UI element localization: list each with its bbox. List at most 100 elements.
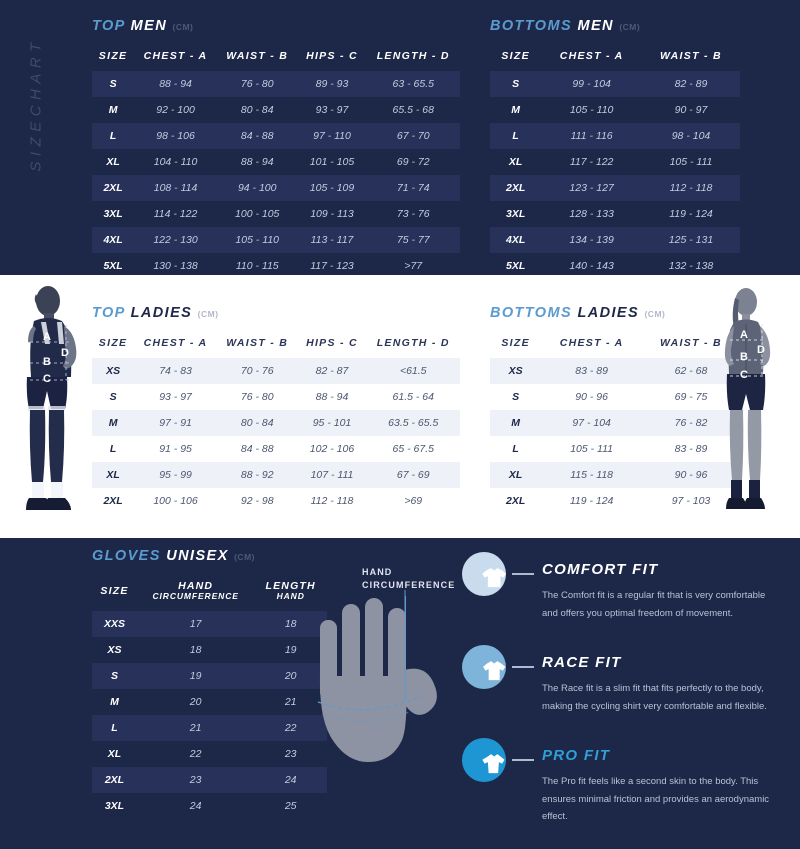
fit-name: COMFORT FIT <box>542 561 659 578</box>
size-cell: L <box>109 443 117 455</box>
measurement-cell: 97 - 110 <box>297 123 367 149</box>
measurement-cell: 25 <box>284 799 297 812</box>
measurement-cell: 102 - 106 <box>309 443 355 455</box>
table-row: XS 83 - 89 62 - 68 <box>490 358 740 384</box>
column-header: LENGTH - D <box>376 337 450 349</box>
svg-text:B: B <box>43 356 51 368</box>
male-model-figure: A B C D <box>8 280 116 538</box>
table-header-row: SIZE HAND CIRCUMFERENCE LENGTH HAND <box>92 574 327 611</box>
column-header: WAIST - B <box>226 50 289 62</box>
measurement-cell: 18 <box>254 610 327 637</box>
column-header: SIZE <box>501 50 530 62</box>
table-row: 2XL 119 - 124 97 - 103 <box>490 488 740 514</box>
measurement-cell: 119 - 124 <box>569 495 614 507</box>
measurement-cell: 125 - 131 <box>641 227 740 253</box>
table-title-gloves: GLOVES UNISEX (CM) <box>92 548 327 564</box>
table-block-top-men: TOP MEN (CM) SIZE CHEST - A WAIST - B HIPS -… <box>92 18 460 279</box>
table-row: XL 104 - 110 88 - 94 101 - 105 69 - 72 <box>92 149 460 175</box>
measurement-cell: 88 - 94 <box>240 156 274 168</box>
tshirt-icon <box>462 738 506 783</box>
measurement-cell: 61.5 - 64 <box>392 391 434 403</box>
measurement-cell: 82 - 87 <box>297 358 367 384</box>
measurement-cell: 95 - 99 <box>134 462 217 488</box>
table-title-bottoms-men: BOTTOMS MEN (CM) <box>490 18 740 34</box>
measurement-cell: 93 - 97 <box>159 391 192 403</box>
measurement-cell: 20 <box>189 695 202 708</box>
table-row: 5XL 140 - 143 132 - 138 <box>490 253 740 279</box>
table-title-secondary: MEN <box>125 18 173 34</box>
sizechart-vertical-label: SIZECHART <box>27 37 45 172</box>
table-row: S 99 - 104 82 - 89 <box>490 71 740 97</box>
measurement-cell: 76 - 80 <box>216 71 298 97</box>
size-cell: XL <box>106 156 120 168</box>
table-title-primary: GLOVES <box>92 548 161 564</box>
table-block-bottoms-ladies: BOTTOMS LADIES (CM) SIZE CHEST - A WAIST - … <box>490 305 740 514</box>
column-header: SIZE <box>92 574 137 611</box>
measurement-cell: 62 - 68 <box>641 358 740 384</box>
fit-row: PRO FIT The Pro fit feels like a second s… <box>462 738 782 826</box>
table-title-primary: TOP <box>92 305 126 321</box>
measurement-cell: 134 - 139 <box>541 227 642 253</box>
measurement-cell: 90 - 96 <box>575 391 608 403</box>
measurement-cell: 20 <box>254 662 327 689</box>
table-row: 2XL 100 - 106 92 - 98 112 - 118 >69 <box>92 488 460 514</box>
connector-dash <box>512 666 534 669</box>
svg-text:D: D <box>61 347 69 359</box>
size-cell: 5XL <box>505 260 526 272</box>
measurement-cell: 19 <box>136 662 255 689</box>
measurement-cell: 21 <box>284 695 297 708</box>
table-row: M 97 - 91 80 - 84 95 - 101 63.5 - 65.5 <box>92 410 460 436</box>
table-row: XXS 17 18 <box>92 610 327 637</box>
size-cell: 2XL <box>505 495 526 507</box>
svg-text:D: D <box>757 344 765 356</box>
column-header: CHEST - A <box>143 50 208 62</box>
fit-description: The Comfort fit is a regular fit that is… <box>542 590 766 619</box>
measurement-cell: 90 - 96 <box>641 462 740 488</box>
measurement-cell: 67 - 69 <box>366 462 460 488</box>
table-title-top-men: TOP MEN (CM) <box>92 18 460 34</box>
measurement-cell: 18 <box>189 643 202 656</box>
size-cell: 4XL <box>92 227 135 253</box>
column-header: SIZE <box>98 50 128 62</box>
size-cell: XS <box>490 358 542 384</box>
hand-label-line1: HAND <box>362 567 393 577</box>
measurement-cell: 65.5 - 68 <box>392 104 434 116</box>
tshirt-icon <box>462 552 506 596</box>
measurement-cell: 82 - 89 <box>641 71 740 97</box>
table-title-secondary: LADIES <box>125 305 198 321</box>
table-row: M 97 - 104 76 - 82 <box>490 410 740 436</box>
table-title-unit: (CM) <box>644 309 666 319</box>
column-header: HIPS - C <box>306 337 358 349</box>
size-cell: 3XL <box>103 208 123 220</box>
size-cell: 3XL <box>104 799 125 812</box>
table-row: 2XL 23 24 <box>92 766 327 793</box>
fit-description: The Race fit is a slim fit that fits per… <box>542 683 767 712</box>
measurement-cell: 76 - 82 <box>641 410 740 436</box>
measurement-cell: 65 - 67.5 <box>392 443 434 455</box>
measurement-cell: 88 - 94 <box>134 71 217 97</box>
table-row: S 90 - 96 69 - 75 <box>490 384 740 410</box>
column-header: SIZE <box>98 337 128 349</box>
measurement-cell: 112 - 118 <box>641 175 740 201</box>
measurement-cell: 70 - 76 <box>216 358 298 384</box>
table-title-unit: (CM) <box>619 22 641 32</box>
size-cell: XS <box>107 643 122 656</box>
measurement-cell: 98 - 104 <box>641 123 740 149</box>
measurement-cell: 113 - 117 <box>297 227 367 253</box>
column-header-secondary: CIRCUMFERENCE <box>152 591 239 602</box>
measurement-cell: 117 - 122 <box>569 156 614 168</box>
measurement-cell: 22 <box>254 714 327 741</box>
svg-text:A: A <box>43 331 51 343</box>
fit-row: COMFORT FIT The Comfort fit is a regular … <box>462 552 782 622</box>
table-row: 3XL 128 - 133 119 - 124 <box>490 201 740 227</box>
measurement-cell: 92 - 100 <box>156 104 195 116</box>
hand-label-line2: CIRCUMFERENCE <box>362 580 456 591</box>
measurement-cell: 92 - 98 <box>240 495 274 507</box>
table-row: XS 18 19 <box>92 637 327 663</box>
table-title-secondary: UNISEX <box>160 548 235 564</box>
measurement-cell: 23 <box>284 747 297 760</box>
table-header-row: SIZE CHEST - A WAIST - B <box>490 44 740 71</box>
table-row: L 105 - 111 83 - 89 <box>490 436 740 462</box>
measurement-cell: 95 - 101 <box>297 410 367 436</box>
column-header: SIZE <box>501 337 530 349</box>
